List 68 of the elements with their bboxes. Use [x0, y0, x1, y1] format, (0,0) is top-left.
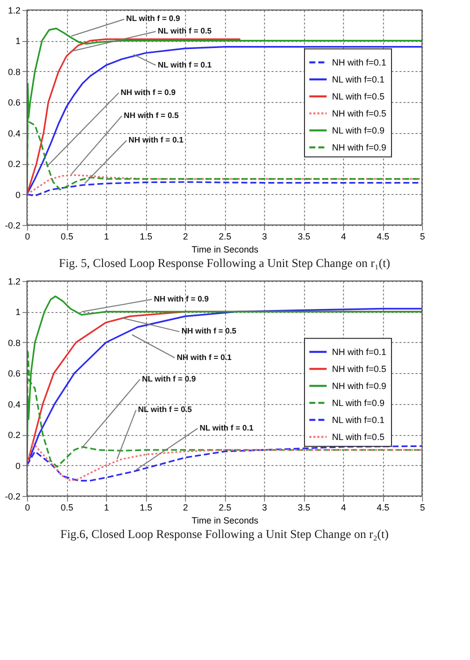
x-tick-label: 0 [24, 502, 30, 512]
legend-label: NH with f=0.5 [332, 108, 386, 118]
annotation: NL with f = 0.1 [200, 423, 254, 432]
y-tick-label: 1 [15, 307, 20, 318]
annotation: NH with f = 0.5 [181, 326, 237, 336]
x-tick-label: 5 [420, 232, 426, 242]
legend-label: NH with f=0.9 [332, 380, 386, 391]
legend-label: NL with f=0.1 [332, 414, 384, 425]
line-series [27, 38, 242, 196]
x-axis-title: Time in Seconds [192, 516, 259, 526]
x-tick-label: 2.5 [218, 502, 232, 512]
x-tick-label: 4.5 [376, 232, 390, 242]
legend-label: NH with f=0.1 [332, 346, 386, 357]
y-tick-label: 1.2 [8, 276, 20, 286]
x-tick-label: 3 [262, 232, 268, 242]
x-tick-label: 0 [24, 232, 30, 242]
x-tick-label: 2 [182, 502, 188, 512]
x-tick-label: 3 [262, 502, 268, 512]
y-tick-label: 0.8 [8, 66, 20, 77]
y-tick-label: 0.4 [8, 399, 20, 410]
annotation: NH with f = 0.1 [176, 352, 232, 362]
annotation: NH with f = 0.5 [124, 110, 180, 120]
y-tick-label: 0.6 [8, 98, 20, 108]
annotation: NH with f = 0.9 [120, 88, 176, 97]
x-tick-label: 2.5 [218, 232, 232, 242]
y-tick-label: 0.8 [8, 338, 20, 348]
y-tick-label: -0.2 [4, 492, 20, 502]
annotation: NL with f = 0.1 [158, 60, 212, 70]
x-tick-label: 0.5 [60, 502, 74, 512]
x-tick-label: 3.5 [298, 232, 310, 242]
legend-label: NL with f=0.1 [332, 74, 384, 84]
y-tick-label: 0.6 [8, 368, 20, 379]
legend-label: NL with f=0.9 [332, 398, 384, 408]
legend-label: NH with f=0.9 [332, 142, 386, 152]
legend-label: NH with f=0.5 [332, 364, 386, 374]
y-tick-label: 0 [15, 460, 20, 471]
annotation: NL with f = 0.5 [138, 405, 192, 414]
y-tick-label: 0.4 [8, 128, 20, 138]
legend-label: NL with f=0.9 [332, 125, 384, 136]
y-tick-label: 1 [15, 36, 20, 46]
y-tick-label: 0 [15, 190, 20, 200]
annotation: NH with f = 0.1 [128, 136, 184, 145]
x-tick-label: 2 [182, 232, 188, 242]
annotation: NL with f = 0.9 [126, 14, 181, 24]
text: Fig. 5, Closed Loop Response Following a Unit Step Change on r₁(t) [58, 256, 390, 270]
x-tick-label: 1 [104, 502, 110, 512]
annotation: NL with f = 0.9 [142, 374, 196, 384]
legend-label: NL with f=0.5 [332, 91, 384, 102]
x-tick-label: 5 [420, 502, 426, 512]
legend-label: NL with f=0.5 [332, 432, 384, 442]
line-series [27, 174, 422, 196]
y-tick-label: 0.2 [8, 159, 20, 170]
annotation: NH with f = 0.9 [154, 294, 210, 304]
legend-label: NH with f=0.1 [332, 57, 386, 68]
x-tick-label: 1.5 [140, 502, 152, 512]
x-tick-label: 3.5 [298, 502, 310, 512]
x-tick-label: 0.5 [60, 232, 74, 242]
text: Fig.6, Closed Loop Response Following a Unit Step Change on r₂(t) [60, 527, 389, 541]
annotation: NL with f = 0.5 [158, 26, 212, 36]
x-tick-label: 1.5 [140, 232, 152, 242]
x-axis-title: Time in Seconds [192, 244, 259, 254]
y-tick-label: -0.2 [4, 220, 20, 230]
x-tick-label: 4 [340, 502, 346, 512]
x-tick-label: 4.5 [376, 502, 390, 512]
y-tick-label: 1.2 [8, 6, 20, 16]
y-tick-label: 0.2 [8, 430, 20, 440]
x-tick-label: 4 [340, 232, 346, 242]
x-tick-label: 1 [104, 232, 110, 242]
